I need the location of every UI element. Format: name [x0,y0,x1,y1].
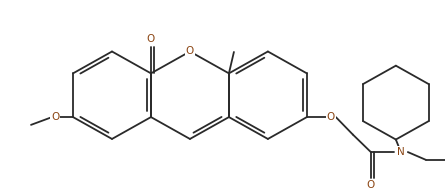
Text: O: O [327,112,335,122]
Text: N: N [397,147,405,157]
Text: O: O [51,112,59,122]
Text: O: O [147,34,155,44]
Text: O: O [367,180,375,190]
Text: O: O [186,47,194,56]
